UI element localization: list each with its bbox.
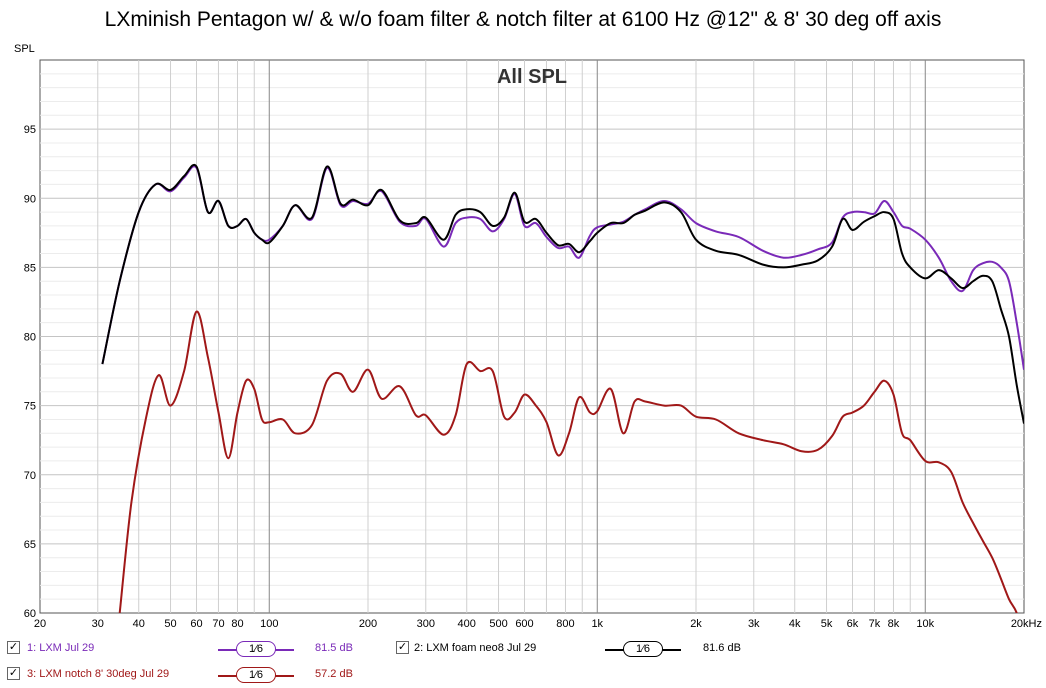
y-tick-label: 60 <box>24 608 36 620</box>
x-tick-label: 1k <box>591 618 603 630</box>
y-tick-label: 90 <box>24 193 36 205</box>
x-tick-label: 100 <box>260 618 278 630</box>
legend-row-1: ✓ 1: LXM Jul 29 1⁄6 81.5 dB ✓ 2: LXM foa… <box>0 640 1046 660</box>
y-tick-label: 95 <box>24 124 36 136</box>
series-2-value: 81.6 dB <box>703 642 741 654</box>
x-axis-labels: 20 30 40 50 60 70 80 100 200 300 400 500 600 800 1k 2k 3… <box>34 618 1042 630</box>
y-tick-label: 75 <box>24 401 36 413</box>
series-2-smoothing-value: 1⁄6 <box>623 641 663 657</box>
plot-title: All SPL <box>497 66 567 88</box>
grid <box>40 60 1024 613</box>
x-tick-label: 20 <box>34 618 46 630</box>
x-tick-label: 10k <box>916 618 934 630</box>
series-2-smoothing[interactable]: 1⁄6 <box>605 640 681 660</box>
series-1-smoothing-value: 1⁄6 <box>236 641 276 657</box>
x-tick-label: 70 <box>212 618 224 630</box>
y-axis-label: SPL <box>14 43 35 55</box>
series-3-smoothing-value: 1⁄6 <box>236 667 276 683</box>
series-group <box>101 163 1024 613</box>
x-tick-label: 6k <box>847 618 859 630</box>
series-1-label: 1: LXM Jul 29 <box>27 642 95 654</box>
x-tick-label: 2k <box>690 618 702 630</box>
x-tick-label: 4k <box>789 618 801 630</box>
legend-row-2: ✓ 3: LXM notch 8' 30deg Jul 29 1⁄6 57.2 … <box>0 666 1046 686</box>
x-tick-label: 800 <box>556 618 574 630</box>
x-tick-label: 20kHz <box>1011 618 1042 630</box>
x-tick-label: 5k <box>821 618 833 630</box>
series-line-3 <box>118 310 1018 613</box>
x-tick-label: 60 <box>190 618 202 630</box>
series-1-smoothing[interactable]: 1⁄6 <box>218 640 294 660</box>
x-tick-label: 300 <box>417 618 435 630</box>
series-1-checkbox[interactable]: ✓ <box>7 641 20 654</box>
x-tick-label: 3k <box>748 618 760 630</box>
series-1-value: 81.5 dB <box>315 642 353 654</box>
x-tick-label: 40 <box>133 618 145 630</box>
x-tick-label: 500 <box>489 618 507 630</box>
y-tick-label: 80 <box>24 332 36 344</box>
x-tick-label: 30 <box>92 618 104 630</box>
chart-title: LXminish Pentagon w/ & w/o foam filter &… <box>104 8 942 31</box>
series-3-value: 57.2 dB <box>315 668 353 680</box>
series-3-smoothing[interactable]: 1⁄6 <box>218 666 294 686</box>
series-3-checkbox[interactable]: ✓ <box>7 667 20 680</box>
x-tick-label: 600 <box>515 618 533 630</box>
y-axis-labels: 60 65 70 75 80 85 90 95 <box>24 124 36 620</box>
y-tick-label: 65 <box>24 539 36 551</box>
y-tick-label: 85 <box>24 262 36 274</box>
series-2-checkbox[interactable]: ✓ <box>396 641 409 654</box>
series-line-2 <box>101 163 1024 424</box>
x-tick-label: 50 <box>164 618 176 630</box>
x-tick-label: 8k <box>888 618 900 630</box>
x-tick-label: 200 <box>359 618 377 630</box>
series-3-label: 3: LXM notch 8' 30deg Jul 29 <box>27 668 170 680</box>
x-tick-label: 80 <box>231 618 243 630</box>
x-tick-label: 400 <box>458 618 476 630</box>
y-tick-label: 70 <box>24 470 36 482</box>
x-tick-label: 7k <box>869 618 881 630</box>
series-2-label: 2: LXM foam neo8 Jul 29 <box>414 642 537 654</box>
